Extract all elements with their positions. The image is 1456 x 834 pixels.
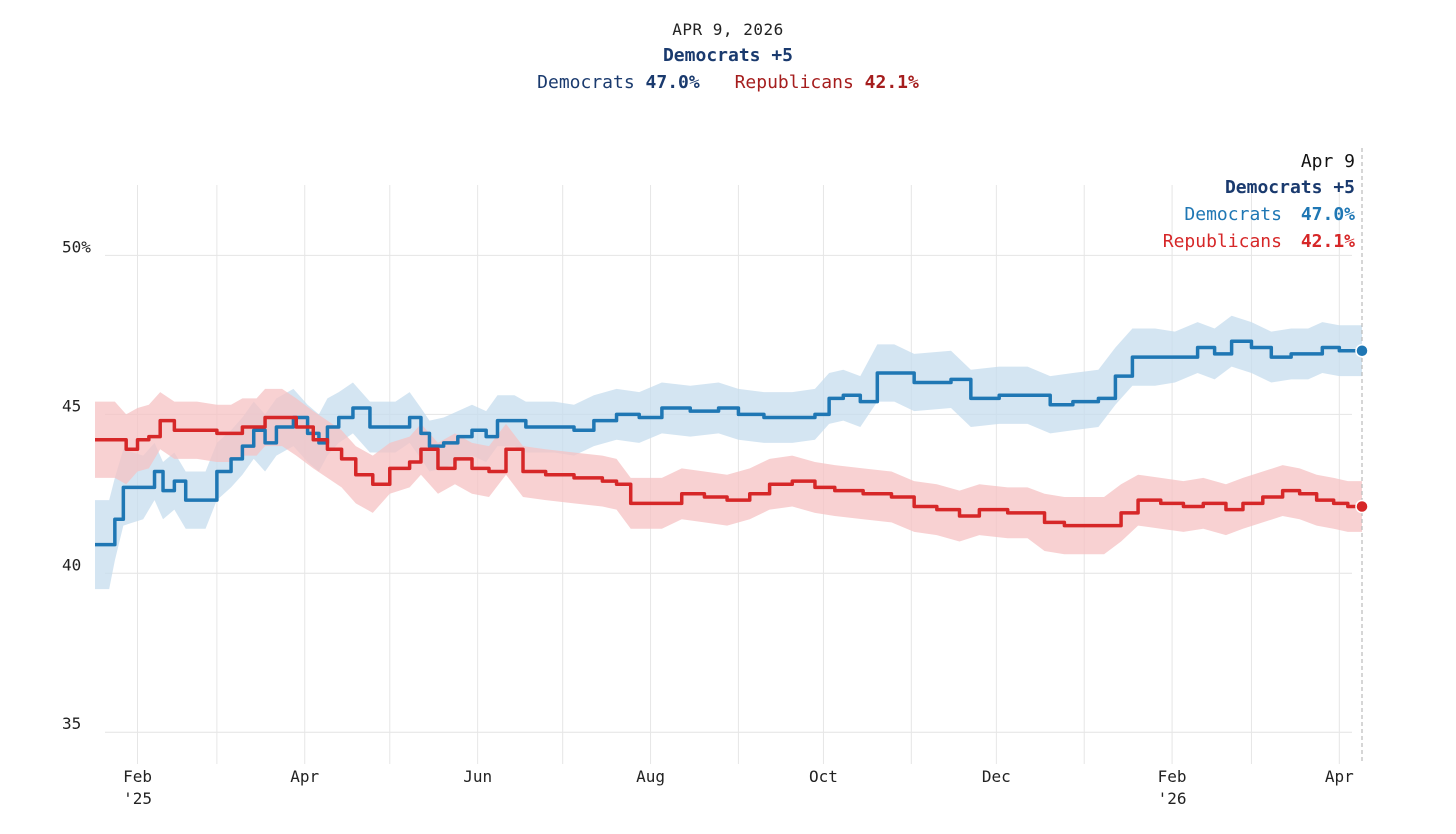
rep-line (95, 415, 1362, 528)
x-tick-label: Dec (982, 767, 1011, 786)
y-tick-label: 40 (62, 555, 81, 574)
x-tick-sublabel: '26 (1158, 789, 1187, 808)
x-tick-label: Jun (463, 767, 492, 786)
chart-header: APR 9, 2026 Democrats +5 Democrats 47.0%… (0, 20, 1456, 93)
dem-confidence-band (95, 315, 1362, 590)
hover-annotation: Apr 9 Democrats +5 Democrats 47.0% Repub… (1163, 151, 1355, 252)
x-tick-sublabel: '25 (123, 789, 152, 808)
annotation-dem: Democrats 47.0% (1184, 204, 1355, 225)
dem-endpoint-dot (1355, 343, 1369, 358)
x-tick-label: Feb (1158, 767, 1187, 786)
annotation-dem-label: Democrats (1184, 204, 1282, 225)
header-rep-value: 42.1% (864, 72, 919, 93)
dem-line (95, 339, 1362, 547)
header-lead: Democrats +5 (662, 45, 794, 66)
x-tick-label: Apr (290, 767, 319, 786)
header-values: Democrats 47.0% Republicans 42.1% (0, 72, 1456, 93)
y-tick-label: 45 (62, 396, 81, 415)
x-tick-label: Apr (1325, 767, 1354, 786)
header-dem-value: 47.0% (645, 72, 700, 93)
y-tick-label: 35 (62, 714, 81, 733)
annotation-date: Apr 9 (1301, 151, 1355, 172)
annotation-dem-value: 47.0% (1301, 204, 1355, 225)
x-tick-labels: Feb '25 Apr Jun Aug Oct Dec Feb '26 Apr (123, 767, 1354, 808)
annotation-lead: Democrats +5 (1225, 177, 1355, 198)
y-tick-labels: 35 40 45 50% (62, 237, 91, 733)
x-tick-label: Oct (809, 767, 838, 786)
x-tick-label: Aug (636, 767, 665, 786)
rep-endpoint-dot (1355, 499, 1369, 514)
header-date: APR 9, 2026 (672, 20, 784, 39)
y-tick-label: 50% (62, 237, 91, 256)
header-rep-label: Republicans (734, 72, 854, 93)
series-lines (95, 339, 1362, 547)
x-tick-label: Feb (123, 767, 152, 786)
annotation-rep: Republicans 42.1% (1163, 231, 1355, 252)
annotation-rep-label: Republicans (1163, 231, 1282, 252)
header-dem-label: Democrats (537, 72, 635, 93)
endpoint-dots (1355, 343, 1369, 514)
annotation-rep-value: 42.1% (1301, 231, 1355, 252)
